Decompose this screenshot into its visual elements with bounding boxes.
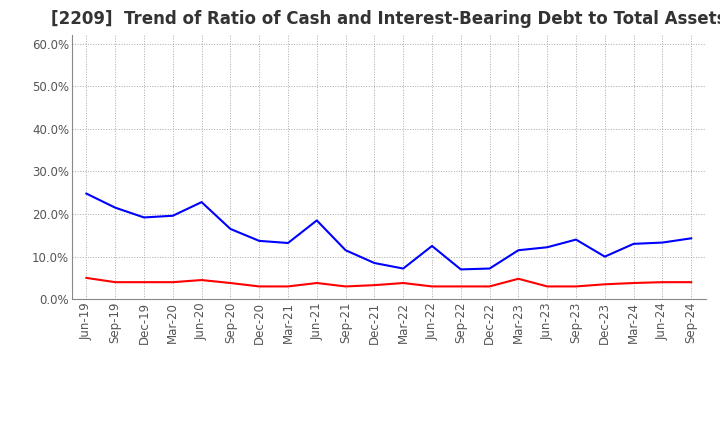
Cash — [111, 279, 120, 285]
Interest-Bearing Debt — [600, 254, 609, 259]
Line: Cash: Cash — [86, 278, 691, 286]
Interest-Bearing Debt — [370, 260, 379, 266]
Interest-Bearing Debt — [312, 218, 321, 223]
Interest-Bearing Debt — [485, 266, 494, 271]
Cash — [485, 284, 494, 289]
Interest-Bearing Debt — [255, 238, 264, 243]
Cash — [226, 280, 235, 286]
Cash — [428, 284, 436, 289]
Interest-Bearing Debt — [140, 215, 148, 220]
Interest-Bearing Debt — [226, 226, 235, 231]
Cash — [514, 276, 523, 282]
Cash — [456, 284, 465, 289]
Interest-Bearing Debt — [456, 267, 465, 272]
Interest-Bearing Debt — [284, 240, 292, 246]
Interest-Bearing Debt — [168, 213, 177, 218]
Cash — [284, 284, 292, 289]
Cash — [600, 282, 609, 287]
Interest-Bearing Debt — [197, 199, 206, 205]
Interest-Bearing Debt — [399, 266, 408, 271]
Interest-Bearing Debt — [687, 236, 696, 241]
Cash — [82, 275, 91, 281]
Cash — [312, 280, 321, 286]
Cash — [399, 280, 408, 286]
Interest-Bearing Debt — [111, 205, 120, 210]
Cash — [543, 284, 552, 289]
Interest-Bearing Debt — [572, 237, 580, 242]
Interest-Bearing Debt — [82, 191, 91, 196]
Cash — [255, 284, 264, 289]
Cash — [629, 280, 638, 286]
Title: [2209]  Trend of Ratio of Cash and Interest-Bearing Debt to Total Assets: [2209] Trend of Ratio of Cash and Intere… — [51, 10, 720, 28]
Cash — [140, 279, 148, 285]
Cash — [370, 282, 379, 288]
Cash — [168, 279, 177, 285]
Interest-Bearing Debt — [629, 241, 638, 246]
Interest-Bearing Debt — [428, 243, 436, 249]
Cash — [687, 279, 696, 285]
Cash — [197, 277, 206, 282]
Interest-Bearing Debt — [658, 240, 667, 245]
Cash — [658, 279, 667, 285]
Interest-Bearing Debt — [514, 248, 523, 253]
Cash — [341, 284, 350, 289]
Cash — [572, 284, 580, 289]
Interest-Bearing Debt — [543, 245, 552, 250]
Line: Interest-Bearing Debt: Interest-Bearing Debt — [86, 194, 691, 269]
Interest-Bearing Debt — [341, 248, 350, 253]
